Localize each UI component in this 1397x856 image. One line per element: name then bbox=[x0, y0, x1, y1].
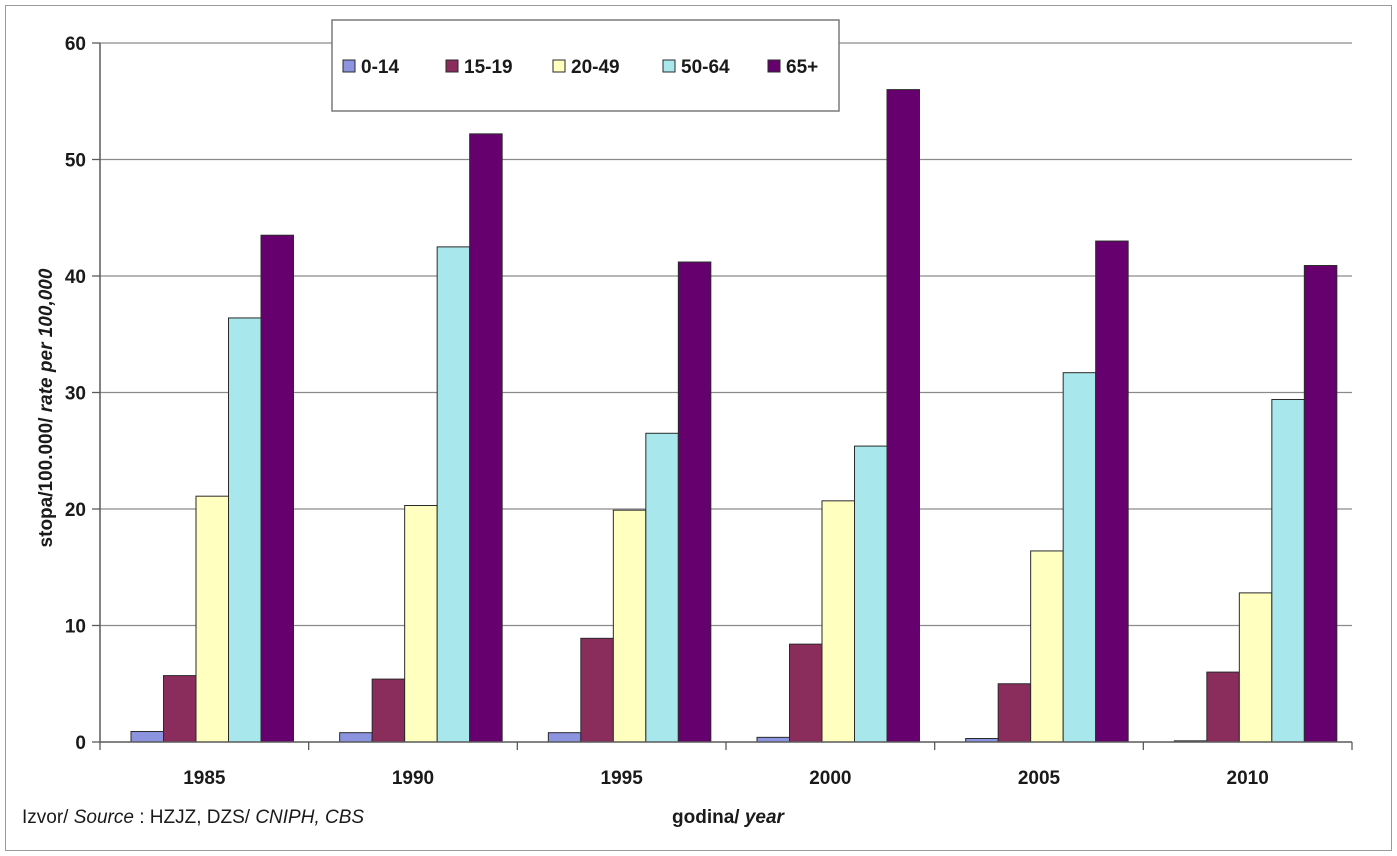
legend-label-65+: 65+ bbox=[786, 57, 818, 78]
bar-65+-2000 bbox=[886, 89, 920, 743]
y-tick-label: 60 bbox=[65, 34, 86, 55]
bar-50-64-1995 bbox=[645, 432, 679, 743]
x-tick-label: 1985 bbox=[183, 768, 226, 789]
bar-20-49-2000 bbox=[821, 500, 855, 743]
y-tick-label: 50 bbox=[65, 151, 86, 172]
bar-15-19-2005 bbox=[997, 683, 1032, 743]
legend-swatch-65+ bbox=[767, 59, 781, 73]
axes: 0 10 20 30 40 50 60 1985 1990 1995 2000 2005 2010 bbox=[65, 34, 1353, 789]
bar-20-49-1990 bbox=[404, 505, 438, 743]
x-tick-label: 2000 bbox=[809, 768, 851, 789]
x-tick-label: 1990 bbox=[392, 768, 434, 789]
legend-label-0-14: 0-14 bbox=[361, 57, 399, 78]
bar-15-19-1990 bbox=[371, 678, 406, 743]
y-tick-label: 0 bbox=[75, 733, 86, 754]
legend-label-20-49: 20-49 bbox=[571, 57, 620, 78]
legend: 0-14 15-19 20-49 50-64 65+ bbox=[331, 19, 840, 112]
bar-20-49-1995 bbox=[612, 509, 647, 743]
legend-swatch-20-49 bbox=[552, 59, 566, 73]
x-axis-title: godina/ year bbox=[672, 807, 786, 828]
bar-0-14-1990 bbox=[339, 732, 373, 743]
legend-label-15-19: 15-19 bbox=[464, 57, 513, 78]
bar-50-64-1985 bbox=[228, 317, 262, 743]
bar-0-14-1995 bbox=[547, 732, 582, 743]
bar-15-19-2010 bbox=[1206, 671, 1240, 743]
bar-65+-2005 bbox=[1095, 240, 1129, 743]
y-tick-label: 30 bbox=[65, 384, 86, 405]
bar-50-64-2010 bbox=[1271, 398, 1305, 743]
x-tick-label: 2010 bbox=[1227, 768, 1269, 789]
bar-15-19-1995 bbox=[580, 637, 614, 743]
bar-50-64-2005 bbox=[1062, 372, 1097, 743]
bar-65+-2010 bbox=[1303, 265, 1338, 743]
bar-50-64-1990 bbox=[436, 246, 471, 743]
legend-swatch-15-19 bbox=[445, 59, 459, 73]
legend-box bbox=[331, 19, 840, 112]
source-note: Izvor/ Source : HZJZ, DZS/ CNIPH, CBS bbox=[22, 807, 364, 828]
x-tick-label: 2005 bbox=[1018, 768, 1061, 789]
bar-20-49-1985 bbox=[195, 495, 229, 743]
bar-15-19-1985 bbox=[163, 675, 197, 743]
y-tick-label: 10 bbox=[65, 617, 86, 638]
bar-65+-1990 bbox=[469, 133, 503, 743]
y-tick-label: 40 bbox=[65, 267, 86, 288]
y-tick-label: 20 bbox=[65, 500, 86, 521]
bar-0-14-1985 bbox=[130, 731, 164, 743]
y-axis-title: stopa/100.000/ rate per 100,000 bbox=[36, 268, 57, 547]
bar-50-64-2000 bbox=[854, 445, 888, 743]
x-tick-label: 1995 bbox=[601, 768, 644, 789]
legend-swatch-50-64 bbox=[662, 59, 676, 73]
bar-20-49-2010 bbox=[1238, 592, 1273, 743]
bar-20-49-2005 bbox=[1030, 550, 1064, 743]
legend-swatch-0-14 bbox=[342, 59, 356, 73]
legend-label-50-64: 50-64 bbox=[681, 57, 730, 78]
bar-65+-1985 bbox=[260, 234, 294, 743]
bar-65+-1995 bbox=[677, 261, 712, 743]
bar-15-19-2000 bbox=[789, 643, 823, 743]
bars bbox=[130, 89, 1338, 743]
